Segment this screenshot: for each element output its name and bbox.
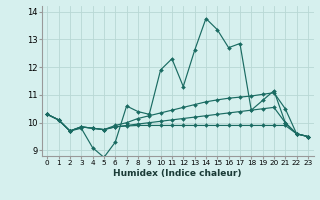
- X-axis label: Humidex (Indice chaleur): Humidex (Indice chaleur): [113, 169, 242, 178]
